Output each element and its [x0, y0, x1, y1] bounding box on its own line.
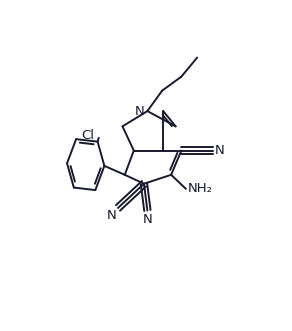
Text: Cl: Cl [81, 129, 94, 142]
Text: N: N [135, 105, 145, 118]
Text: N: N [142, 213, 152, 225]
Text: N: N [215, 144, 225, 157]
Text: N: N [106, 209, 116, 222]
Text: NH₂: NH₂ [188, 182, 213, 195]
